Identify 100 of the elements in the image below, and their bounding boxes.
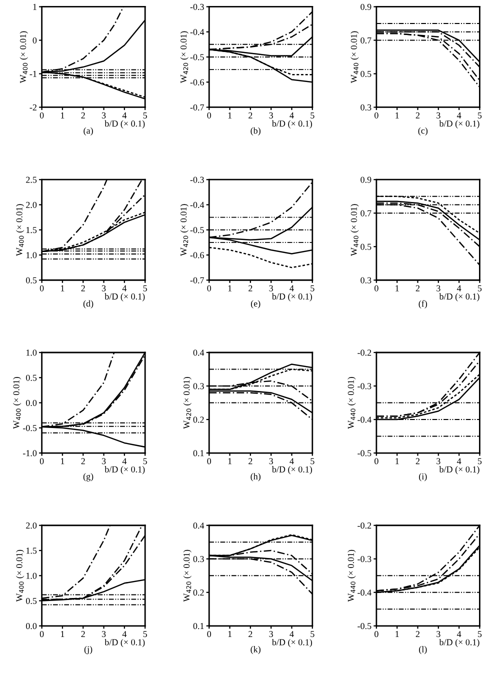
y-tick-label: 1.5: [26, 227, 37, 234]
y-axis-title: W$_{420}$ (× 0.01): [180, 204, 188, 256]
x-tick-label: 4: [122, 112, 127, 118]
text: (g): [83, 473, 94, 482]
y-tick-label: -0.3: [190, 176, 204, 183]
y-tick-label: 0.5: [26, 598, 37, 604]
x-tick-label: 4: [290, 631, 294, 638]
text: (a): [84, 127, 93, 136]
x-tick-label: 0: [40, 285, 44, 292]
x-tick-label: 4: [122, 285, 127, 292]
x-tick-label: 1: [228, 112, 232, 118]
y-tick-label: 0.2: [193, 590, 204, 596]
x-axis-title: b/D (× 0.1): [104, 466, 145, 474]
x-axis-title: b/D (× 0.1): [272, 293, 312, 302]
y-axis-title: W$_{400}$ (× 0.01): [16, 550, 24, 602]
y-tick-label: 0.0: [26, 400, 37, 406]
x-tick-label: 1: [61, 631, 64, 638]
x-tick-label: 2: [81, 631, 85, 638]
x-tick-label: 5: [143, 631, 147, 638]
y-tick-label: 0.4: [193, 522, 204, 529]
y-tick-label: -0.7: [190, 277, 204, 284]
y-tick-label: -2: [30, 104, 36, 110]
x-tick-label: 1: [396, 458, 399, 464]
y-tick-label: 1.5: [26, 548, 37, 554]
x-tick-label: 5: [310, 458, 314, 464]
text: (e): [250, 300, 260, 308]
y-tick-label: -0.5: [23, 425, 37, 432]
x-tick-label: 2: [81, 285, 85, 292]
x-tick-label: 0: [207, 112, 212, 118]
y-tick-label: -0.5: [358, 450, 372, 456]
y-tick-label: 0.7: [360, 37, 372, 44]
y-tick-label: 0.5: [360, 70, 372, 77]
x-axis-title: b/D (× 0.1): [104, 120, 145, 128]
y-axis-title: W$_{420}$ (× 0.01): [180, 31, 188, 84]
y-tick-label: 0.9: [360, 4, 372, 10]
x-tick-label: 0: [40, 631, 44, 638]
y-tick-label: 2.5: [26, 176, 37, 183]
y-tick-label: 2.0: [26, 522, 37, 529]
x-tick-label: 0: [374, 631, 378, 638]
x-tick-label: 3: [269, 631, 273, 638]
x-tick-label: 2: [81, 112, 85, 118]
x-tick-label: 3: [102, 631, 106, 638]
y-axis-title: W$_{400}$ (× 0.01): [16, 204, 24, 256]
y-tick-label: 0.1: [193, 450, 204, 456]
x-tick-label: 2: [416, 631, 420, 638]
y-tick-label: 0.5: [360, 244, 372, 250]
x-axis-title: b/D (× 0.1): [439, 120, 480, 128]
x-tick-label: 2: [416, 458, 420, 464]
x-tick-label: 1: [396, 631, 399, 638]
x-tick-label: 5: [143, 458, 147, 464]
x-tick-label: 4: [456, 112, 462, 118]
y-tick-label: -0.4: [358, 416, 372, 423]
x-tick-label: 2: [248, 112, 252, 118]
text: (b): [250, 127, 260, 136]
x-tick-label: 5: [143, 285, 147, 292]
y-tick-label: -0.7: [190, 104, 204, 111]
y-tick-label: 0.5: [26, 374, 37, 381]
y-axis-title: W$_{440}$ (× 0.01): [348, 550, 356, 602]
x-tick-label: 3: [269, 285, 273, 292]
x-axis-title: b/D (× 0.1): [439, 293, 480, 302]
y-tick-label: -1.0: [23, 450, 37, 456]
x-tick-label: 5: [310, 631, 314, 638]
x-tick-label: 1: [396, 285, 399, 292]
x-axis-title: b/D (× 0.1): [272, 638, 312, 648]
x-tick-label: 4: [456, 285, 462, 292]
x-tick-label: 5: [478, 112, 482, 118]
y-tick-label: -0.3: [190, 4, 204, 10]
y-tick-label: -1: [30, 70, 36, 77]
y-axis-title: W$_{420}$ (× 0.01): [183, 550, 192, 602]
y-tick-label: -0.4: [190, 202, 204, 208]
text: (d): [83, 300, 94, 308]
x-tick-label: 0: [374, 285, 378, 292]
x-tick-label: 5: [478, 631, 482, 638]
y-tick-label: 1.0: [26, 252, 37, 258]
x-tick-label: 4: [290, 285, 294, 292]
x-tick-label: 0: [207, 285, 212, 292]
y-tick-label: -0.4: [358, 590, 372, 596]
x-tick-label: 1: [61, 458, 64, 464]
y-tick-label: 1.0: [26, 350, 37, 356]
x-tick-label: 1: [396, 112, 399, 118]
x-tick-label: 3: [436, 285, 440, 292]
text: (f): [418, 300, 428, 309]
y-tick-label: 0.3: [360, 104, 372, 111]
x-tick-label: 5: [478, 458, 482, 464]
x-axis-title: b/D (× 0.1): [104, 293, 145, 302]
x-tick-label: 3: [102, 112, 106, 118]
x-tick-label: 5: [143, 112, 147, 118]
x-tick-label: 0: [207, 631, 212, 638]
y-tick-label: -0.2: [358, 522, 372, 529]
x-tick-label: 2: [248, 285, 252, 292]
x-tick-label: 2: [248, 458, 252, 464]
y-tick-label: -0.3: [358, 556, 372, 562]
y-tick-label: 0.0: [26, 623, 37, 630]
x-tick-label: 1: [228, 458, 232, 464]
y-tick-label: 2.0: [26, 202, 37, 208]
x-tick-label: 0: [207, 458, 212, 464]
x-tick-label: 4: [456, 458, 462, 464]
y-axis-title: W$_{440}$ (× 0.01): [350, 204, 359, 256]
y-tick-label: 0.7: [360, 210, 372, 216]
x-axis-title: b/D (× 0.1): [272, 120, 312, 128]
